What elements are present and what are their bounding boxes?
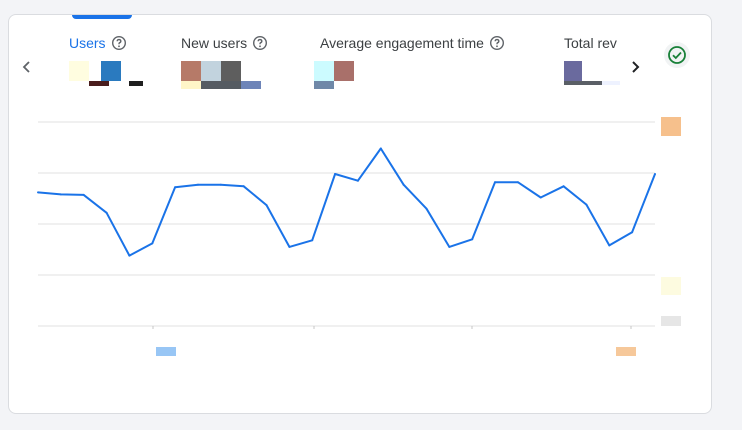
check-circle-icon[interactable] <box>664 42 690 68</box>
redacted-value <box>314 81 334 89</box>
series-layer <box>37 147 656 257</box>
data-point <box>356 179 359 182</box>
line-chart <box>37 117 681 356</box>
redacted-value <box>564 61 582 81</box>
redacted-value <box>201 81 241 89</box>
data-point <box>334 173 337 175</box>
redacted-value <box>241 81 261 89</box>
redacted-y-label <box>661 316 681 326</box>
tab-users[interactable]: Users <box>69 35 143 115</box>
grid-lines <box>38 121 655 327</box>
data-point <box>402 183 405 186</box>
redacted-value <box>181 81 201 89</box>
metrics-card: Users New users Average engagement time <box>8 14 712 414</box>
help-circle-icon[interactable] <box>111 35 127 51</box>
data-point <box>37 191 39 194</box>
data-point <box>608 244 611 247</box>
data-point <box>311 239 314 242</box>
redacted-x-label <box>156 347 176 356</box>
redacted-value <box>334 61 354 81</box>
data-point <box>219 183 222 186</box>
tab-average-engagement-time[interactable]: Average engagement time <box>314 35 505 115</box>
data-point <box>562 185 565 188</box>
data-point <box>174 186 177 189</box>
redacted-value <box>101 61 121 81</box>
data-point <box>631 231 634 234</box>
data-point <box>471 238 474 241</box>
chevron-left-icon[interactable] <box>15 55 39 79</box>
chevron-right-icon[interactable] <box>623 55 647 79</box>
data-point <box>151 242 154 245</box>
data-point <box>654 173 656 175</box>
redacted-value <box>564 81 602 85</box>
redacted-value <box>221 61 241 81</box>
data-point <box>128 254 131 257</box>
tab-label: New users <box>181 35 248 51</box>
data-point <box>82 193 85 196</box>
data-point <box>242 185 245 188</box>
active-tab-indicator <box>72 15 132 19</box>
data-point <box>288 245 291 248</box>
help-circle-icon[interactable] <box>489 35 505 51</box>
redacted-value <box>129 81 143 86</box>
help-circle-icon[interactable] <box>252 35 268 51</box>
data-point <box>265 204 268 207</box>
redacted-y-label <box>661 117 681 136</box>
tab-label: Total rev <box>564 35 617 51</box>
redacted-value <box>201 61 221 81</box>
x-axis-ticks <box>152 326 632 329</box>
tab-label: Average engagement time <box>320 35 484 51</box>
redacted-value <box>89 81 109 86</box>
redacted-labels <box>156 117 681 356</box>
redacted-value <box>69 61 89 81</box>
data-point <box>585 203 588 206</box>
redacted-y-label <box>661 277 681 295</box>
tab-total-revenue[interactable]: Total rev <box>564 35 620 115</box>
tab-new-users[interactable]: New users <box>181 35 268 115</box>
redacted-value <box>602 81 620 85</box>
redacted-x-label <box>616 347 636 356</box>
data-point <box>379 147 382 150</box>
data-point <box>105 211 108 214</box>
redacted-value <box>181 61 201 81</box>
data-point <box>494 181 496 184</box>
redacted-value <box>314 61 334 81</box>
tab-label: Users <box>69 35 106 51</box>
data-point <box>539 196 542 199</box>
series-line <box>37 147 656 257</box>
data-point <box>448 245 451 248</box>
data-point <box>197 183 199 186</box>
data-point <box>425 207 428 210</box>
data-point <box>59 193 62 196</box>
data-point <box>516 181 519 184</box>
